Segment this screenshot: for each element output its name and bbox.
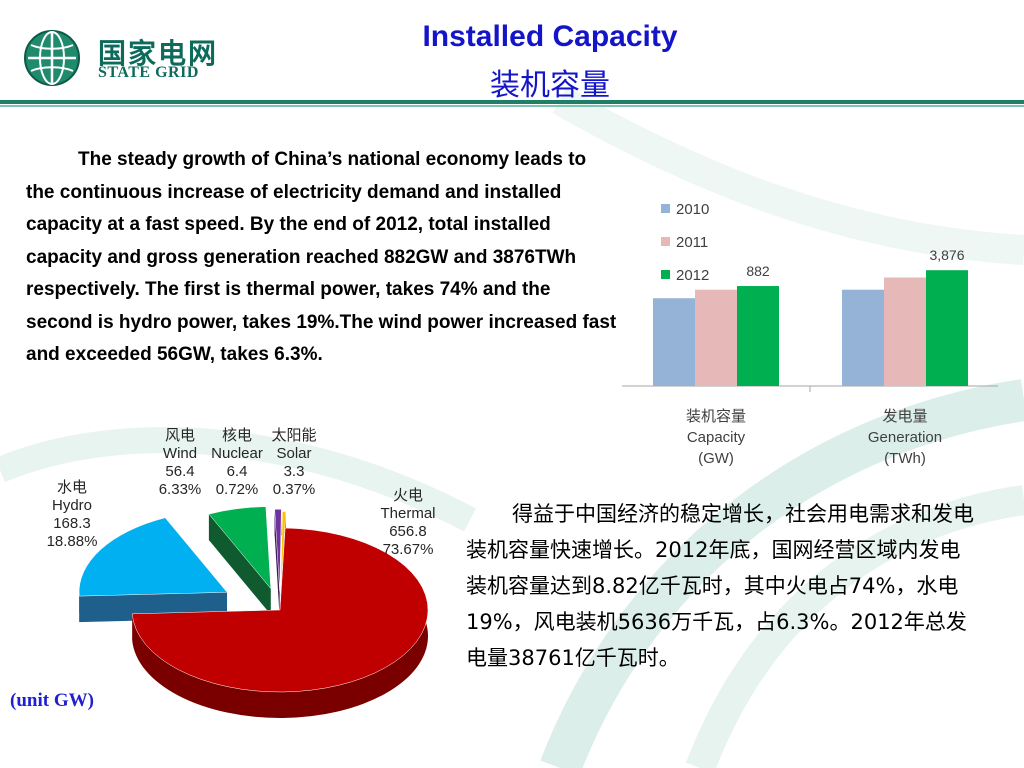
pie-label-thermal-percent: 73.67%	[383, 541, 434, 558]
pie-label-nuclear-percent: 0.72%	[216, 481, 259, 498]
pie-label-nuclear-value: 6.4	[227, 463, 248, 480]
legend-swatch-2011	[661, 237, 670, 246]
pie-label-nuclear-name: Nuclear	[211, 445, 263, 462]
category-label-en: Capacity	[687, 429, 746, 446]
legend-label-2011: 2011	[676, 234, 708, 251]
pie-label-hydro-value: 168.3	[53, 515, 91, 532]
data-label-generation: 3,876	[929, 247, 964, 263]
page-title-cn: 装机容量	[490, 68, 610, 103]
pie-slice-top-thermal	[131, 527, 429, 693]
category-label-cn: 发电量	[882, 408, 927, 425]
legend-label-2012: 2012	[676, 267, 709, 284]
bar-2011-generation	[884, 277, 926, 386]
pie-label-wind-name: Wind	[163, 445, 197, 462]
legend-swatch-2012	[661, 270, 670, 279]
pie-slice-top-solar	[280, 511, 287, 594]
page-title: Installed Capacity	[422, 20, 678, 53]
unit-label: (unit GW)	[10, 690, 94, 711]
state-grid-logo	[24, 30, 80, 86]
data-label-capacity: 882	[746, 263, 770, 279]
pie-slice-edge-wind	[208, 514, 271, 615]
header-divider-light	[0, 105, 1024, 107]
category-label-en: Generation	[868, 429, 942, 446]
pie-label-thermal-name: Thermal	[380, 505, 435, 522]
pie-label-thermal-value: 656.8	[389, 523, 427, 540]
category-unit: (TWh)	[884, 450, 926, 467]
bar-2012-generation	[926, 270, 968, 386]
bar-chart: 882 装机容量 Capacity (GW) 3,876 发电量 Generation (TW…	[622, 201, 998, 467]
pie-slice-hydro	[78, 517, 228, 623]
pie-label-solar-cn: 太阳能	[271, 427, 316, 444]
header-divider	[0, 100, 1024, 104]
pie-label-wind-cn: 风电	[165, 427, 195, 444]
pie-slice-thermal	[131, 527, 429, 718]
logo-text-cn: 国家电网	[98, 37, 219, 70]
pie-slice-top-wind	[208, 506, 272, 590]
pie-label-wind-percent: 6.33%	[159, 481, 202, 498]
category-label-cn: 装机容量	[686, 408, 746, 425]
bar-2012-capacity	[737, 286, 779, 386]
pie-slice-edge-nuclear	[274, 509, 280, 618]
logo-text-en: STATE GRID	[98, 64, 199, 81]
pie-slice-nuclear	[274, 509, 282, 618]
pie-label-hydro-name: Hydro	[52, 497, 92, 514]
pie-label-hydro-percent: 18.88%	[47, 533, 98, 550]
pie-label-nuclear-cn: 核电	[222, 427, 252, 444]
legend-swatch-2010	[661, 204, 670, 213]
bar-2010-capacity	[653, 298, 695, 386]
description-cn: 得益于中国经济的稳定增长，社会用电需求和发电装机容量快速增长。2012年底，国网…	[466, 502, 974, 670]
pie-label-solar-percent: 0.37%	[273, 481, 316, 498]
bar-2011-capacity	[695, 289, 737, 386]
pie-label-thermal-cn: 火电	[393, 487, 423, 504]
legend-label-2010: 2010	[676, 201, 709, 218]
pie-slice-top-hydro	[78, 517, 228, 597]
pie-label-hydro-cn: 水电	[57, 479, 87, 496]
bar-2010-generation	[842, 289, 884, 386]
pie-label-wind-value: 56.4	[165, 463, 194, 480]
pie-slice-top-nuclear	[274, 509, 282, 592]
pie-label-solar-name: Solar	[276, 445, 311, 462]
pie-slice-wind	[208, 506, 272, 615]
pie-label-solar-value: 3.3	[284, 463, 305, 480]
description-en: The steady growth of China’s national ec…	[26, 149, 617, 365]
category-unit: (GW)	[698, 450, 734, 467]
